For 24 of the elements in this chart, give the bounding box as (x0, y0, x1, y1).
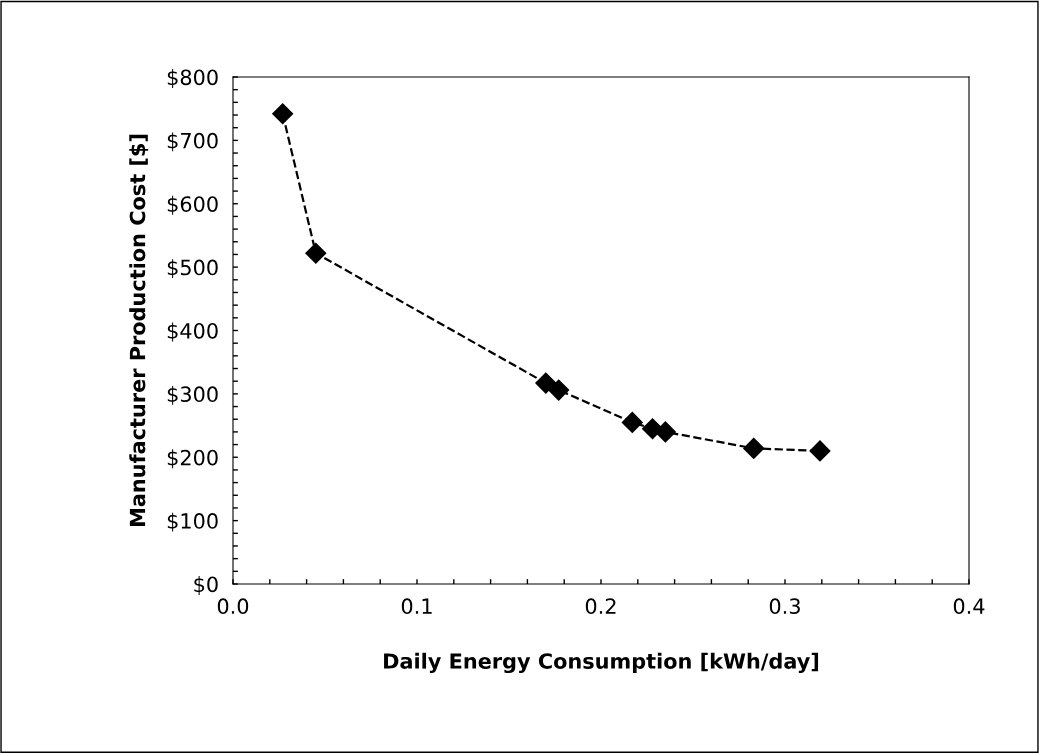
x-tick-label: 0.4 (953, 598, 985, 615)
y-tick-label: $500 (167, 259, 218, 279)
x-axis-title: Daily Energy Consumption [kWh/day] (384, 652, 819, 674)
point (535, 372, 557, 394)
y-tick-label: $100 (167, 512, 218, 532)
point (305, 242, 327, 264)
y-tick-label: $600 (167, 195, 218, 215)
point (272, 103, 294, 125)
point (743, 437, 765, 459)
x-tick-label: 0.0 (217, 598, 249, 615)
point (654, 421, 676, 443)
x-tick-label: 0.2 (585, 598, 616, 615)
y-tick-label: $0 (194, 576, 218, 595)
x-tick-label: 0.3 (769, 598, 800, 615)
y-tick-label: $700 (167, 132, 218, 152)
y-tick-label: $800 (167, 69, 218, 88)
x-tick-label: 0.1 (401, 598, 432, 615)
point (548, 379, 570, 401)
point (621, 411, 643, 433)
point (809, 440, 831, 462)
y-tick-label: $200 (167, 449, 218, 469)
y-tick-label: $300 (167, 385, 218, 405)
y-axis-title: Manufacturer Production Cost [$] (129, 134, 149, 527)
y-tick-label: $400 (167, 322, 218, 342)
